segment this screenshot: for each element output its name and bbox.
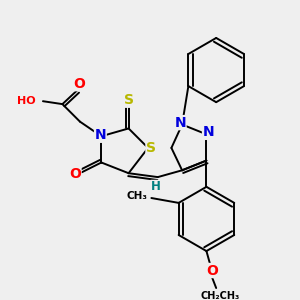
Text: HO: HO [16, 96, 35, 106]
Text: CH₃: CH₃ [127, 191, 148, 201]
Text: O: O [69, 167, 81, 181]
Text: O: O [73, 77, 85, 91]
Text: N: N [94, 128, 106, 142]
Text: H: H [151, 180, 161, 193]
Text: S: S [124, 93, 134, 107]
Text: S: S [146, 141, 156, 155]
Text: N: N [174, 116, 186, 130]
Text: O: O [206, 263, 218, 278]
Text: CH₂CH₃: CH₂CH₃ [200, 291, 240, 300]
Text: N: N [202, 125, 214, 139]
